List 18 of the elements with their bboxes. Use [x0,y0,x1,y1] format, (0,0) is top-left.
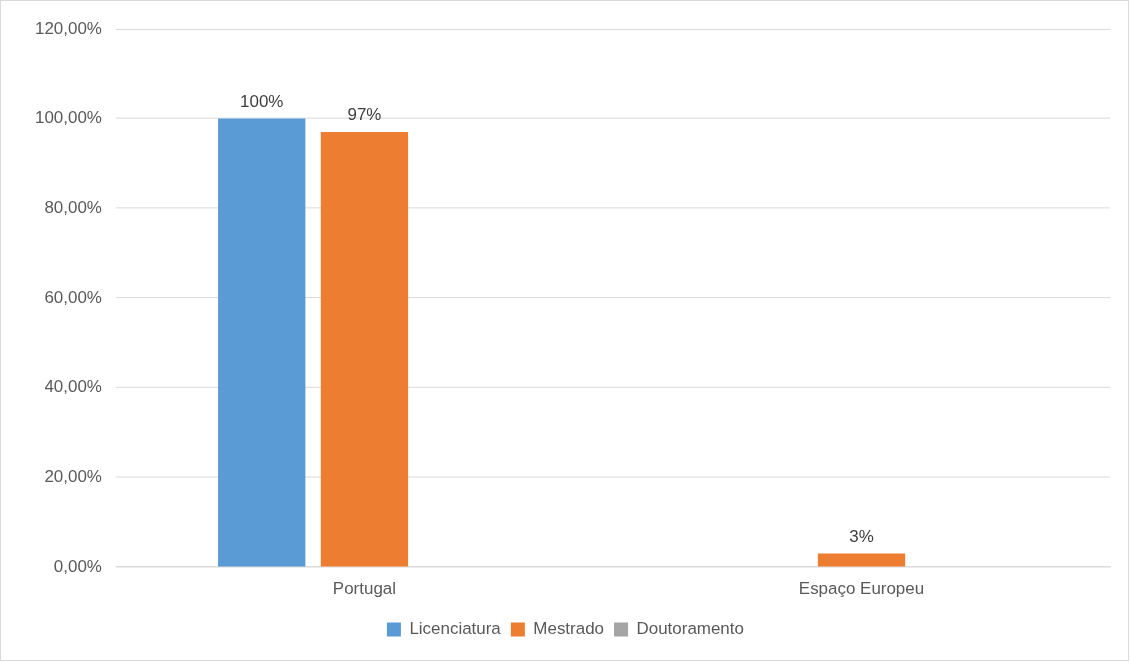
data-label: 100% [240,91,284,111]
data-label: 97% [347,105,382,125]
x-tick-label: Portugal [332,578,397,598]
y-tick-label: 100,00% [35,108,102,128]
x-tick-label: Espaço Europeu [798,578,925,598]
y-tick-label: 120,00% [35,18,102,38]
y-tick-label: 40,00% [44,377,102,397]
y-tick-label: 0,00% [53,556,102,576]
y-tick-label: 60,00% [44,287,102,307]
y-tick-label: 20,00% [44,466,102,486]
bar [320,132,409,567]
legend-label: Licenciatura [409,619,502,639]
legend-label: Mestrado [533,619,604,639]
data-label: 3% [849,526,874,546]
y-tick-label: 80,00% [44,197,102,217]
bar [218,118,306,567]
bar [817,553,906,567]
legend-label: Doutoramento [636,619,744,639]
